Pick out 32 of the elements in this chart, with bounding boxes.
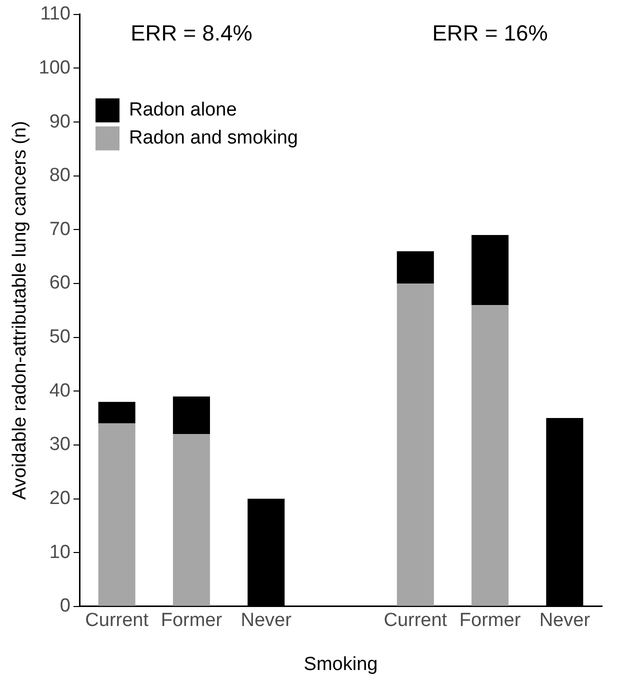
y-tick-label: 100 bbox=[38, 57, 70, 78]
x-tick-label: Never bbox=[240, 610, 292, 632]
y-tick-label: 90 bbox=[49, 111, 70, 132]
annotation: ERR = 16% bbox=[432, 20, 548, 46]
bar bbox=[98, 423, 136, 606]
y-tick-label: 40 bbox=[49, 380, 70, 402]
x-axis-title: Smoking bbox=[304, 654, 378, 675]
y-tick-label: 110 bbox=[40, 4, 70, 25]
y-tick-label: 10 bbox=[49, 542, 70, 563]
y-tick-label: 0 bbox=[60, 596, 70, 617]
y-tick-label: 70 bbox=[49, 218, 70, 240]
y-tick-label: 60 bbox=[49, 272, 70, 294]
legend-label: Radon and smoking bbox=[129, 128, 298, 149]
x-tick-label: Never bbox=[539, 610, 591, 632]
annotation: ERR = 8.4% bbox=[130, 20, 252, 46]
bar bbox=[396, 251, 434, 284]
x-tick-label: Former bbox=[459, 610, 522, 632]
y-axis-title: Avoidable radon-attributable lung cancers (n) bbox=[10, 120, 31, 500]
y-tick-label: 30 bbox=[49, 434, 70, 456]
bar bbox=[172, 434, 210, 606]
bar bbox=[472, 305, 509, 606]
x-tick-label: Current bbox=[384, 610, 448, 632]
y-tick-label: 80 bbox=[49, 165, 70, 186]
bar bbox=[396, 283, 434, 606]
y-tick-label: 20 bbox=[49, 488, 70, 509]
x-tick-label: Former bbox=[160, 610, 223, 632]
x-tick-label: Current bbox=[85, 610, 150, 632]
y-tick-label: 50 bbox=[49, 326, 70, 348]
legend-label: Radon alone bbox=[129, 100, 237, 121]
bar bbox=[172, 396, 210, 434]
bar bbox=[472, 235, 509, 306]
bar bbox=[98, 402, 136, 424]
